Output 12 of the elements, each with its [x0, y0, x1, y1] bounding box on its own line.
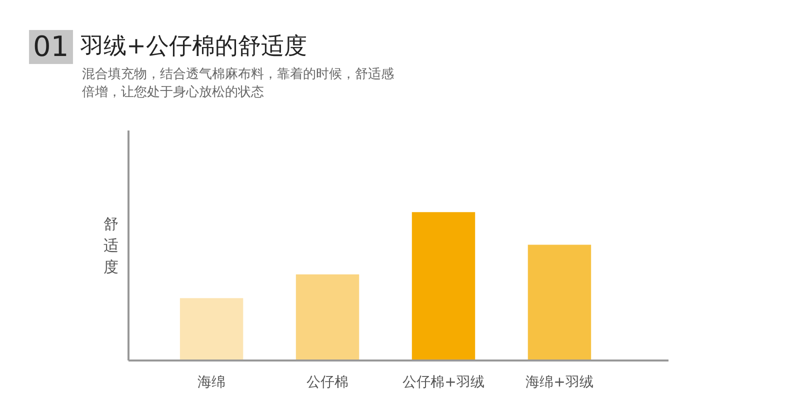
x-tick-label: 海绵 — [198, 374, 226, 390]
chart-title: 羽绒+公仔棉的舒适度 — [80, 34, 307, 60]
bar — [412, 212, 476, 360]
x-tick-label: 公仔棉 — [306, 374, 349, 390]
bar — [180, 298, 244, 360]
bar — [528, 244, 592, 360]
x-tick-label: 公仔棉+羽绒 — [402, 374, 484, 390]
x-tick-label: 海绵+羽绒 — [526, 374, 594, 390]
chart-subtitle: 混合填充物，结合透气棉麻布料，靠着的时候，舒适感倍增，让您处于身心放松的状态 — [82, 66, 394, 102]
bar — [296, 274, 360, 360]
text: 01 — [29, 30, 73, 64]
y-axis-title: 舒适度 — [104, 214, 118, 276]
